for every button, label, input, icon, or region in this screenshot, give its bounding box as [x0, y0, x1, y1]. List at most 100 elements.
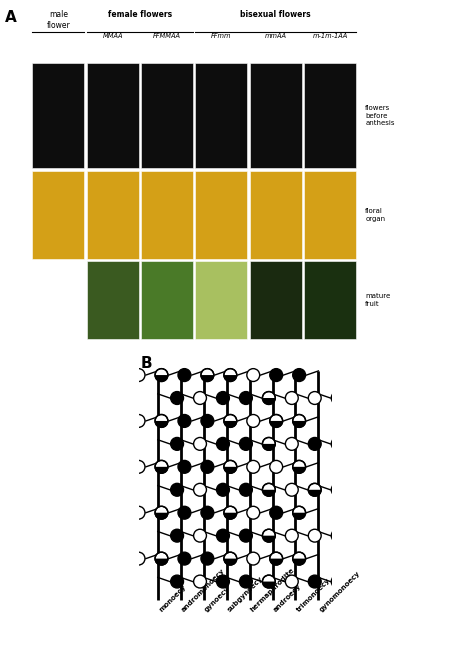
Wedge shape — [270, 559, 283, 565]
Circle shape — [308, 483, 321, 496]
Circle shape — [132, 369, 145, 381]
Bar — [250, 171, 301, 259]
Circle shape — [270, 506, 283, 519]
Circle shape — [193, 483, 207, 496]
Circle shape — [171, 575, 183, 588]
Wedge shape — [224, 375, 237, 381]
Wedge shape — [293, 512, 306, 519]
Text: flowers
before
anthesis: flowers before anthesis — [365, 105, 395, 126]
Circle shape — [263, 575, 275, 588]
Bar — [87, 171, 139, 259]
Text: trimonoecy: trimonoecy — [295, 577, 331, 613]
Bar — [304, 171, 356, 259]
Circle shape — [178, 369, 191, 381]
Circle shape — [285, 438, 298, 450]
Circle shape — [270, 552, 283, 565]
Bar — [141, 171, 193, 259]
Circle shape — [217, 483, 229, 496]
Circle shape — [308, 438, 321, 450]
Circle shape — [239, 483, 252, 496]
Text: hermaphrodite: hermaphrodite — [250, 567, 296, 613]
Circle shape — [132, 552, 145, 565]
Wedge shape — [293, 421, 306, 427]
Text: bisexual flowers: bisexual flowers — [240, 10, 311, 19]
Circle shape — [239, 575, 252, 588]
Wedge shape — [263, 536, 275, 542]
Circle shape — [308, 575, 321, 588]
Text: subgynoecy: subgynoecy — [227, 575, 264, 613]
Circle shape — [285, 483, 298, 496]
Wedge shape — [293, 467, 306, 473]
Wedge shape — [263, 490, 275, 496]
Text: androecy: androecy — [273, 583, 302, 613]
Circle shape — [201, 369, 214, 381]
Circle shape — [132, 460, 145, 473]
Circle shape — [217, 438, 229, 450]
Circle shape — [239, 438, 252, 450]
Wedge shape — [270, 421, 283, 427]
Text: female flowers: female flowers — [108, 10, 172, 19]
Circle shape — [331, 575, 344, 588]
Bar — [32, 171, 84, 259]
Wedge shape — [263, 444, 275, 450]
Circle shape — [171, 438, 183, 450]
Wedge shape — [155, 421, 168, 427]
Circle shape — [247, 552, 260, 565]
Bar — [87, 262, 139, 339]
Circle shape — [132, 506, 145, 519]
Wedge shape — [224, 559, 237, 565]
Circle shape — [263, 438, 275, 450]
Circle shape — [270, 460, 283, 473]
Bar — [304, 262, 356, 339]
Circle shape — [178, 552, 191, 565]
Wedge shape — [308, 490, 321, 496]
Circle shape — [193, 575, 207, 588]
Text: mmAA: mmAA — [264, 33, 287, 39]
Bar — [195, 63, 247, 169]
Text: gynomonoecy: gynomonoecy — [319, 569, 362, 613]
Wedge shape — [201, 375, 214, 381]
Bar — [304, 63, 356, 169]
Text: FFmm: FFmm — [211, 33, 232, 39]
Bar — [250, 63, 301, 169]
Circle shape — [308, 529, 321, 542]
Circle shape — [270, 415, 283, 427]
Circle shape — [171, 483, 183, 496]
Wedge shape — [155, 559, 168, 565]
Text: male
flower: male flower — [46, 10, 70, 30]
Circle shape — [270, 369, 283, 381]
Wedge shape — [155, 467, 168, 473]
Circle shape — [217, 529, 229, 542]
Text: B: B — [141, 356, 152, 371]
Circle shape — [293, 552, 306, 565]
Wedge shape — [293, 559, 306, 565]
Text: mature
fruit: mature fruit — [365, 293, 391, 307]
Wedge shape — [224, 421, 237, 427]
Circle shape — [201, 460, 214, 473]
Circle shape — [293, 369, 306, 381]
Circle shape — [217, 391, 229, 405]
Circle shape — [201, 415, 214, 427]
Circle shape — [239, 391, 252, 405]
Circle shape — [293, 506, 306, 519]
Circle shape — [224, 552, 237, 565]
Circle shape — [171, 529, 183, 542]
Text: floral
organ: floral organ — [365, 208, 385, 221]
Circle shape — [331, 529, 344, 542]
Circle shape — [247, 506, 260, 519]
Circle shape — [224, 369, 237, 381]
Circle shape — [224, 460, 237, 473]
Text: monoecy: monoecy — [158, 583, 187, 613]
Wedge shape — [155, 512, 168, 519]
Circle shape — [178, 506, 191, 519]
Text: gynoecy: gynoecy — [204, 585, 231, 613]
Wedge shape — [224, 467, 237, 473]
Circle shape — [155, 415, 168, 427]
Circle shape — [155, 460, 168, 473]
Text: m-1m-1AA: m-1m-1AA — [312, 33, 347, 39]
Circle shape — [193, 529, 207, 542]
Circle shape — [263, 483, 275, 496]
Circle shape — [224, 506, 237, 519]
Circle shape — [201, 506, 214, 519]
Circle shape — [171, 391, 183, 405]
